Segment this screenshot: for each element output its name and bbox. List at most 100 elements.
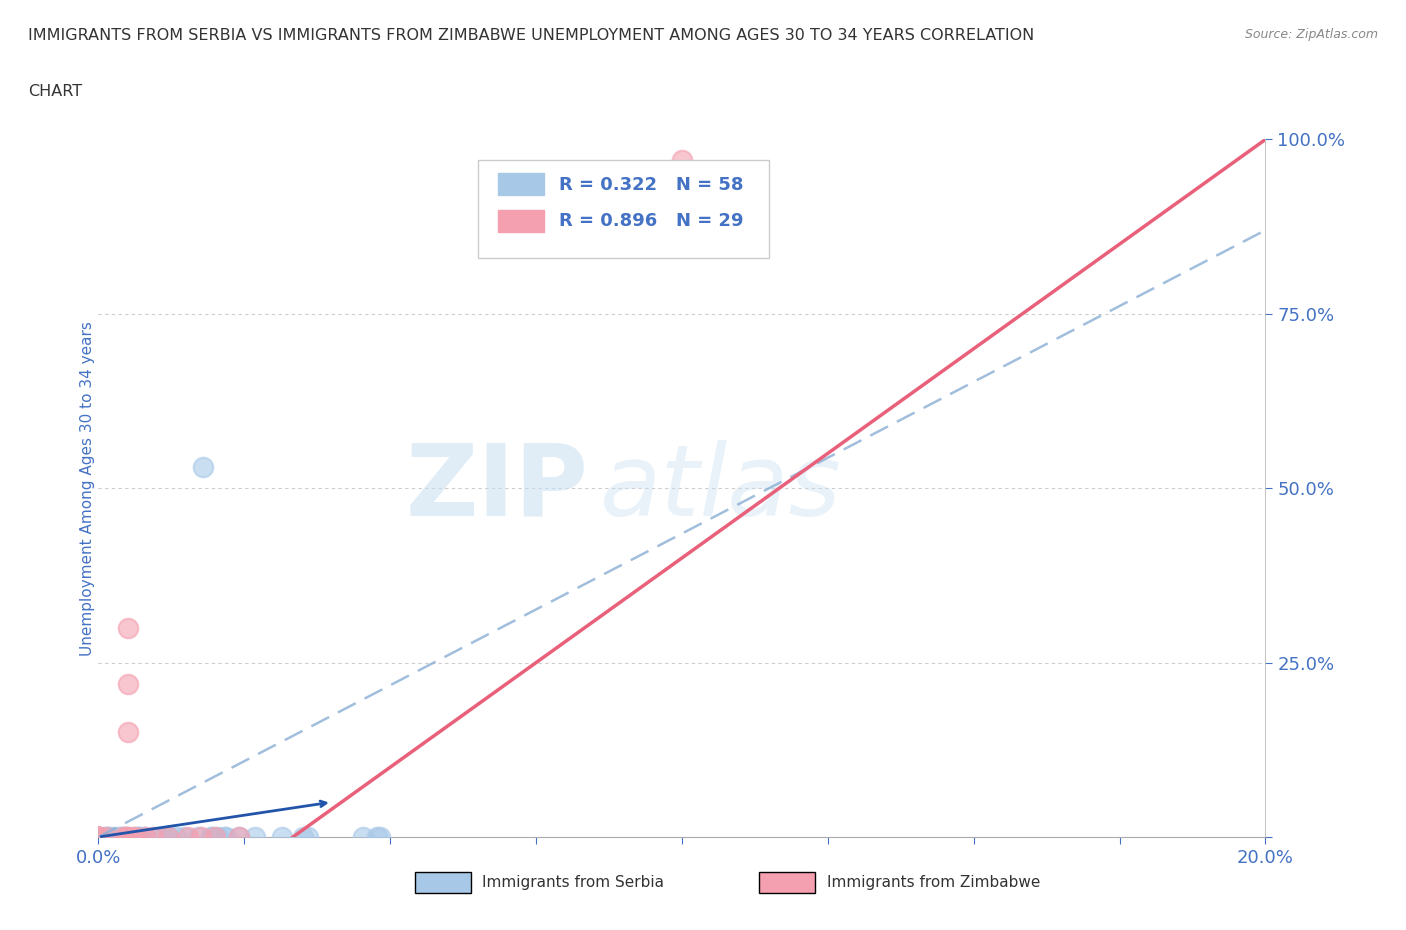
Point: [87, 830, 110, 844]
Point: [127, 830, 149, 844]
Point: [87, 830, 110, 844]
FancyBboxPatch shape: [498, 210, 544, 232]
Point: [134, 830, 156, 844]
Point: [87, 830, 110, 844]
Point: [117, 676, 139, 691]
Point: [87, 830, 110, 844]
Point: [94, 830, 117, 844]
Point: [87, 830, 110, 844]
Point: [115, 830, 138, 844]
Point: [368, 830, 391, 844]
Point: [212, 830, 235, 844]
Point: [129, 830, 152, 844]
Point: [228, 830, 250, 844]
Point: [87, 830, 110, 844]
Point: [87, 830, 110, 844]
Point: [297, 830, 319, 844]
Text: atlas: atlas: [600, 440, 842, 537]
Point: [87, 830, 110, 844]
Point: [243, 830, 266, 844]
Point: [101, 830, 124, 844]
Point: [87, 830, 110, 844]
Point: [122, 830, 145, 844]
Point: [124, 830, 146, 844]
FancyBboxPatch shape: [415, 872, 471, 893]
Point: [165, 830, 187, 844]
Point: [94, 830, 117, 844]
Point: [87, 830, 110, 844]
Point: [87, 830, 110, 844]
Point: [97, 830, 120, 844]
FancyBboxPatch shape: [759, 872, 815, 893]
Point: [87, 830, 110, 844]
Text: R = 0.896   N = 29: R = 0.896 N = 29: [560, 212, 744, 230]
Point: [353, 830, 375, 844]
Point: [97, 830, 120, 844]
Point: [87, 830, 110, 844]
Point: [152, 830, 174, 844]
Point: [87, 830, 110, 844]
Point: [87, 830, 110, 844]
Point: [87, 830, 110, 844]
Point: [87, 830, 110, 844]
Text: IMMIGRANTS FROM SERBIA VS IMMIGRANTS FROM ZIMBABWE UNEMPLOYMENT AMONG AGES 30 TO: IMMIGRANTS FROM SERBIA VS IMMIGRANTS FRO…: [28, 28, 1035, 43]
Point: [142, 830, 165, 844]
Point: [270, 830, 292, 844]
Point: [87, 830, 110, 844]
Point: [292, 830, 315, 844]
Point: [190, 830, 212, 844]
Point: [117, 725, 139, 740]
Point: [87, 830, 110, 844]
Y-axis label: Unemployment Among Ages 30 to 34 years: Unemployment Among Ages 30 to 34 years: [80, 321, 94, 656]
Point: [173, 830, 195, 844]
Point: [157, 830, 180, 844]
Point: [107, 830, 129, 844]
Point: [215, 830, 238, 844]
Point: [87, 830, 110, 844]
Point: [193, 460, 215, 474]
Point: [87, 830, 110, 844]
Point: [87, 830, 110, 844]
Text: R = 0.322   N = 58: R = 0.322 N = 58: [560, 176, 744, 193]
Point: [87, 830, 110, 844]
Point: [87, 830, 110, 844]
Point: [117, 620, 139, 635]
Text: Source: ZipAtlas.com: Source: ZipAtlas.com: [1244, 28, 1378, 41]
Point: [177, 830, 200, 844]
Point: [127, 830, 149, 844]
Point: [110, 830, 132, 844]
Text: CHART: CHART: [28, 84, 82, 99]
Point: [366, 830, 388, 844]
FancyBboxPatch shape: [498, 173, 544, 195]
Point: [87, 830, 110, 844]
Point: [115, 830, 138, 844]
Point: [114, 830, 136, 844]
Text: Immigrants from Zimbabwe: Immigrants from Zimbabwe: [827, 875, 1040, 890]
Point: [228, 830, 250, 844]
Point: [112, 830, 135, 844]
Text: Immigrants from Serbia: Immigrants from Serbia: [482, 875, 664, 890]
Point: [148, 830, 170, 844]
Text: ZIP: ZIP: [406, 440, 589, 537]
Point: [87, 830, 110, 844]
Point: [87, 830, 110, 844]
Point: [118, 830, 141, 844]
Point: [87, 830, 110, 844]
Point: [134, 830, 156, 844]
Point: [87, 830, 110, 844]
Point: [200, 830, 222, 844]
Point: [87, 830, 110, 844]
Point: [187, 830, 209, 844]
Point: [87, 830, 110, 844]
Point: [115, 830, 138, 844]
Point: [156, 830, 179, 844]
Point: [87, 830, 110, 844]
Point: [207, 830, 229, 844]
FancyBboxPatch shape: [478, 161, 769, 259]
Point: [87, 830, 110, 844]
Point: [200, 830, 222, 844]
Point: [204, 830, 226, 844]
Point: [671, 153, 693, 168]
Point: [87, 830, 110, 844]
Point: [87, 830, 110, 844]
